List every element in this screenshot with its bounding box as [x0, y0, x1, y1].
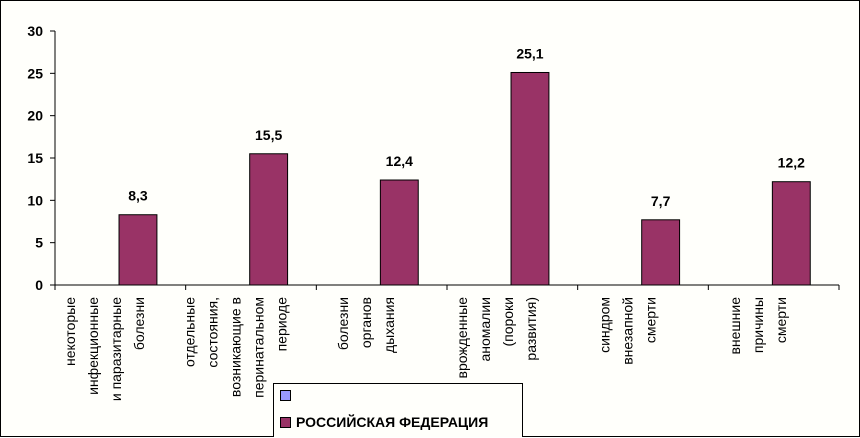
y-tick-label: 0 [35, 277, 43, 293]
category-label: причины [750, 297, 766, 353]
legend-item-empty [280, 390, 296, 401]
legend-swatch [280, 390, 291, 401]
category-label: внезапной [619, 297, 635, 365]
category-label: болезни [131, 297, 147, 350]
bar [510, 71, 550, 286]
data-label: 8,3 [128, 188, 148, 204]
category-label: аномалии [477, 297, 493, 362]
bar [249, 153, 289, 286]
category-label: некоторые [62, 297, 78, 366]
category-label: и паразитарные [108, 297, 124, 401]
y-tick-label: 10 [27, 192, 43, 208]
y-tick-label: 15 [27, 150, 43, 166]
data-label: 15,5 [255, 127, 282, 143]
category-label: болезни [335, 297, 351, 350]
category-label: смерти [642, 297, 658, 343]
bar [641, 219, 681, 286]
legend-label: РОССИЙСКАЯ ФЕДЕРАЦИЯ [296, 414, 489, 430]
category-label: органов [358, 297, 374, 348]
y-tick-label: 25 [27, 65, 43, 81]
y-tick-label: 20 [27, 108, 43, 124]
category-label: развития) [523, 297, 539, 361]
category-label: состояния, [204, 297, 220, 368]
category-label: инфекционные [85, 297, 101, 395]
legend: РОССИЙСКАЯ ФЕДЕРАЦИЯ [273, 383, 523, 437]
legend-item-russia: РОССИЙСКАЯ ФЕДЕРАЦИЯ [280, 414, 488, 430]
bar [771, 181, 811, 286]
category-label: периоде [273, 297, 289, 352]
category-label: отдельные [181, 297, 197, 367]
data-label: 12,2 [778, 155, 805, 171]
data-label: 25,1 [516, 45, 543, 61]
category-label: синдром [596, 297, 612, 353]
y-tick-label: 5 [35, 235, 43, 251]
category-label: (пороки [500, 297, 516, 347]
data-label: 7,7 [651, 193, 671, 209]
category-label: внешние [727, 297, 743, 355]
bar [379, 179, 419, 286]
category-label: врожденные [454, 297, 470, 379]
category-label: дыхания [381, 297, 397, 353]
category-label: перинатальном [250, 297, 266, 398]
legend-swatch [280, 416, 291, 428]
category-label: смерти [773, 297, 789, 343]
category-label: возникающие в [227, 297, 243, 397]
data-label: 12,4 [386, 153, 413, 169]
y-tick-label: 30 [27, 23, 43, 39]
bar [118, 214, 158, 286]
